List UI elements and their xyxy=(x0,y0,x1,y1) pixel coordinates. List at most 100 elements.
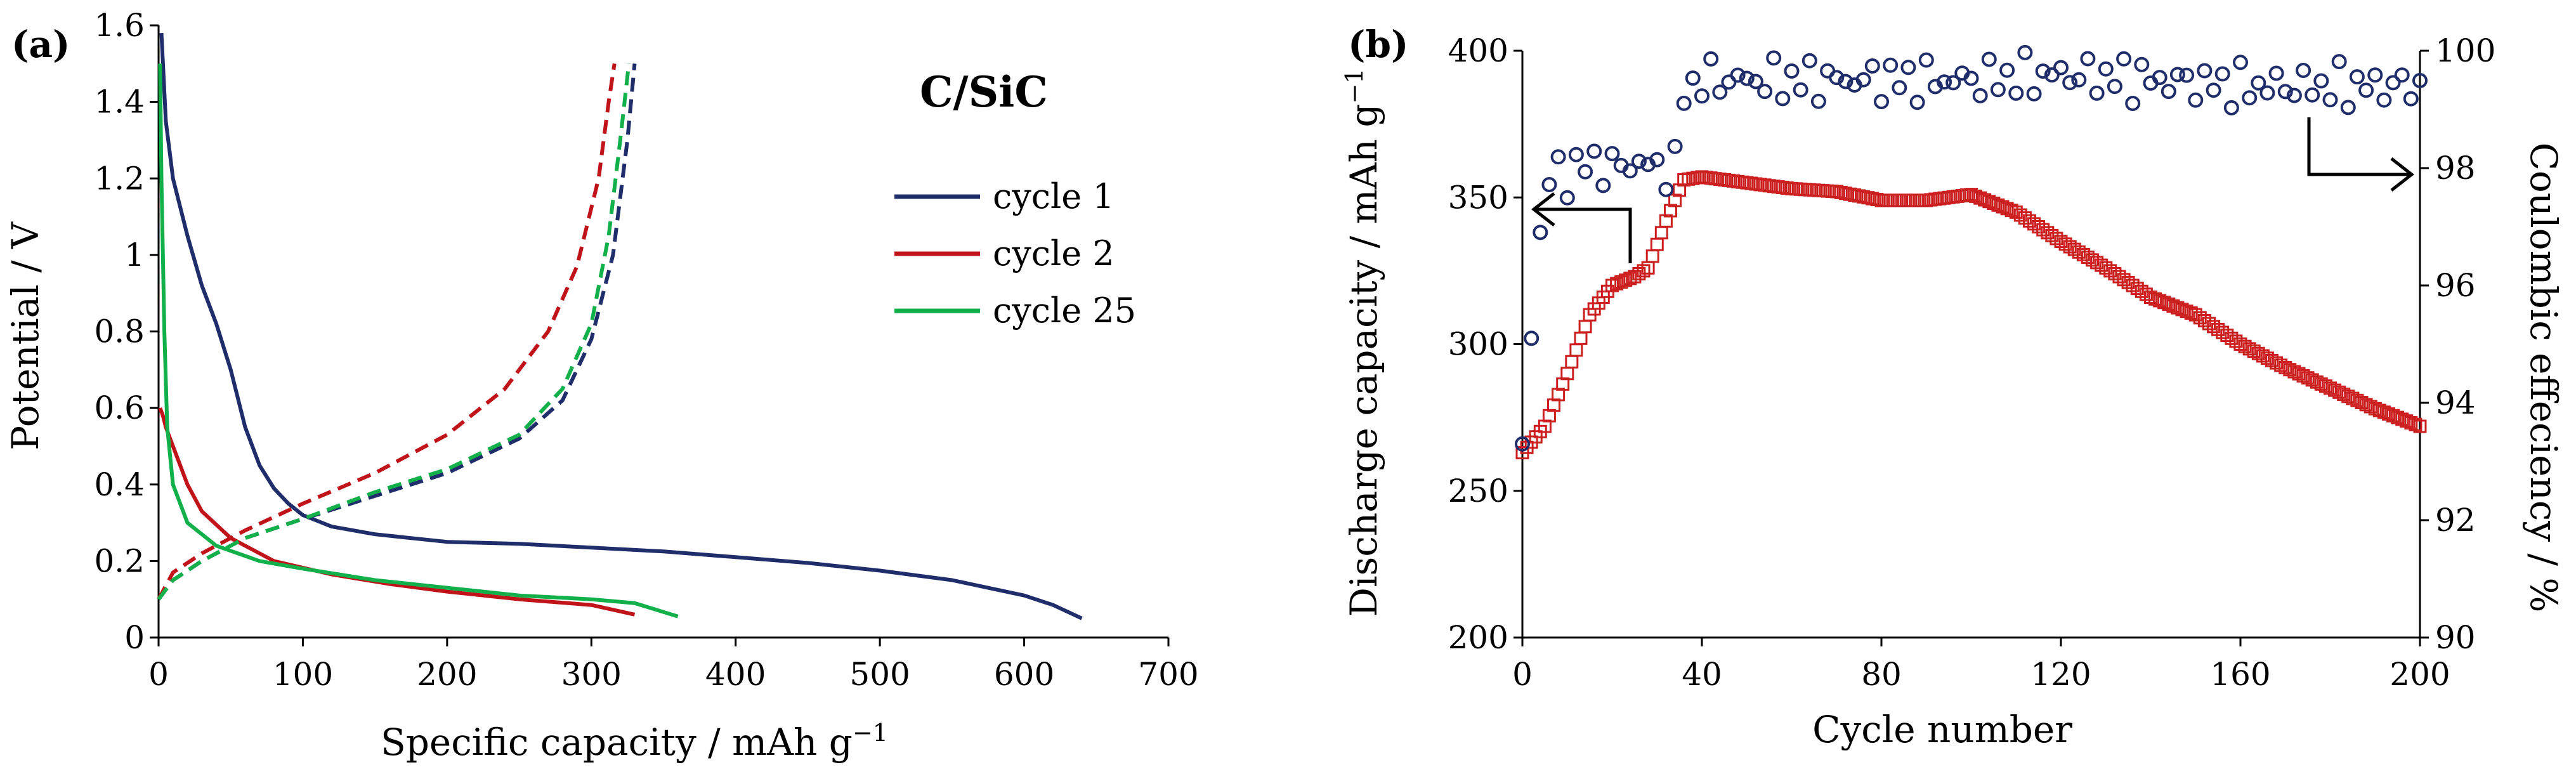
panel-b-right-tick-94: 94 xyxy=(2435,384,2476,421)
coulombic-efficiency-point xyxy=(1568,147,1584,162)
coulombic-efficiency-point xyxy=(1586,143,1602,159)
coulombic-efficiency-point xyxy=(2035,63,2051,79)
discharge-capacity-point xyxy=(1664,204,1677,218)
coulombic-efficiency-point xyxy=(1972,88,1988,103)
series-cycle-1-discharge xyxy=(159,32,1083,620)
coulombic-efficiency-point xyxy=(2089,85,2105,101)
discharge-capacity-point xyxy=(1578,320,1592,334)
discharge-capacity-point xyxy=(2004,204,2018,218)
discharge-capacity-point xyxy=(2301,371,2315,385)
panel-b-right-tick-90: 90 xyxy=(2435,619,2476,656)
coulombic-efficiency-point xyxy=(1515,436,1530,452)
discharge-capacity-point xyxy=(1610,277,1624,291)
discharge-capacity-point xyxy=(2386,409,2400,422)
discharge-capacity-point xyxy=(1605,278,1619,292)
panel-a-x-axis-label-main: Specific capacity / mAh g xyxy=(381,721,853,764)
panel-a-y-tick-0-6: 0.6 xyxy=(94,389,145,426)
discharge-capacity-point xyxy=(2144,291,2157,304)
discharge-capacity-point xyxy=(1574,331,1588,345)
discharge-capacity-point xyxy=(2372,403,2386,417)
legend-cycle-25-label: cycle 25 xyxy=(993,291,1136,331)
discharge-capacity-point xyxy=(1614,275,1628,289)
discharge-capacity-point xyxy=(2256,349,2270,363)
coulombic-efficiency-point xyxy=(1631,154,1647,169)
discharge-capacity-point xyxy=(2377,405,2391,419)
coulombic-efficiency-point xyxy=(1658,181,1674,197)
discharge-capacity-point xyxy=(1637,264,1651,278)
coulombic-efficiency-point xyxy=(1801,53,1817,69)
discharge-capacity-point xyxy=(2184,306,2198,320)
discharge-capacity-point xyxy=(2274,358,2288,372)
coulombic-efficiency-point xyxy=(1766,50,1782,66)
coulombic-efficiency-point xyxy=(2169,67,2185,82)
discharge-capacity-point xyxy=(2368,402,2382,416)
panel-b: (b) 0 40 80 120 160 200 200 250 300 350 400 90 92 94 9… xyxy=(1340,23,2565,751)
panel-b-x-tick-80: 80 xyxy=(1861,656,1902,693)
discharge-capacity-point xyxy=(1991,198,2005,212)
coulombic-efficiency-point xyxy=(2322,92,2338,108)
panel-a-y-tick-0-8: 0.8 xyxy=(94,313,145,350)
discharge-capacity-point xyxy=(2265,353,2279,367)
panel-a-x-tick-200: 200 xyxy=(417,656,477,693)
coulombic-efficiency-point xyxy=(1739,70,1755,86)
legend-cycle-2-label: cycle 2 xyxy=(993,233,1115,273)
coulombic-efficiency-point xyxy=(1864,58,1880,74)
discharge-capacity-point xyxy=(2382,407,2395,421)
coulombic-efficiency-point xyxy=(1892,80,1907,96)
discharge-capacity-point xyxy=(2180,304,2194,318)
discharge-capacity-point xyxy=(2247,344,2261,358)
discharge-capacity-point xyxy=(2287,365,2301,379)
coulombic-efficiency-point xyxy=(2206,82,2221,98)
panel-a-legend: cycle 1 cycle 2 cycle 25 xyxy=(894,176,1136,331)
coulombic-efficiency-point xyxy=(2080,51,2096,67)
coulombic-efficiency-point xyxy=(1757,84,1773,100)
panel-b-x-axis-label: Cycle number xyxy=(1812,708,2072,751)
panel-b-y-tick-400: 400 xyxy=(1448,32,1508,69)
panel-a-x-tick-0: 0 xyxy=(148,656,169,693)
discharge-capacity-point xyxy=(2328,383,2342,397)
coulombic-efficiency-point xyxy=(1838,74,1854,89)
coulombic-efficiency-point xyxy=(1900,60,1916,75)
coulombic-efficiency-point xyxy=(2259,85,2275,101)
coulombic-efficiency-point xyxy=(2277,84,2293,100)
discharge-capacity-point xyxy=(1650,237,1664,251)
discharge-capacity-point xyxy=(2175,303,2189,317)
panel-a-x-tick-400: 400 xyxy=(705,656,766,693)
discharge-capacity-point xyxy=(2157,296,2171,310)
panel-b-tick-labels: 0 40 80 120 160 200 200 250 300 350 400 90 92 94 96 98 1… xyxy=(1448,32,2496,693)
panel-a-x-tick-300: 300 xyxy=(561,656,622,693)
coulombic-efficiency-point xyxy=(2233,55,2248,70)
coulombic-efficiency-point xyxy=(1712,84,1728,100)
series-cycle-25-discharge xyxy=(158,63,679,619)
panel-b-right-tick-96: 96 xyxy=(2435,267,2476,304)
panel-b-y-tick-250: 250 xyxy=(1448,473,1508,509)
panel-a-title: C/SiC xyxy=(920,67,1048,117)
coulombic-efficiency-point xyxy=(1703,51,1719,67)
coulombic-efficiency-point xyxy=(2107,79,2122,95)
discharge-capacity-point xyxy=(2279,361,2292,374)
panel-b-right-tick-100: 100 xyxy=(2435,32,2495,69)
panel-a-tick-labels: 0 100 200 300 400 500 600 700 0 0.2 0.4 0.6 0.8 1 1.2 1… xyxy=(94,7,1198,693)
coulombic-efficiency-point xyxy=(2152,70,2167,86)
discharge-capacity-point xyxy=(2350,393,2364,407)
discharge-capacity-point xyxy=(2153,294,2167,308)
coulombic-efficiency-point xyxy=(1775,91,1791,107)
coulombic-efficiency-point xyxy=(1999,62,2015,78)
discharge-capacity-point xyxy=(1619,273,1633,287)
discharge-capacity-point xyxy=(2409,417,2422,431)
panel-b-label: (b) xyxy=(1348,23,1408,66)
coulombic-efficiency-point xyxy=(2008,85,2024,101)
coulombic-efficiency-point xyxy=(1918,52,1934,68)
panel-b-x-tick-120: 120 xyxy=(2030,656,2091,693)
coulombic-efficiency-point xyxy=(1730,67,1746,83)
panel-a-x-tick-700: 700 xyxy=(1138,656,1198,693)
legend-cycle-1-label: cycle 1 xyxy=(993,176,1115,216)
discharge-capacity-point xyxy=(2364,400,2377,414)
discharge-capacity-point xyxy=(2391,410,2405,424)
panel-b-x-tick-40: 40 xyxy=(1682,656,1722,693)
coulombic-efficiency-point xyxy=(2296,63,2311,78)
coulombic-efficiency-point xyxy=(1595,178,1611,193)
discharge-capacity-point xyxy=(2341,389,2355,403)
discharge-capacity-point xyxy=(2233,337,2247,351)
coulombic-efficiency-point xyxy=(2223,100,2239,115)
